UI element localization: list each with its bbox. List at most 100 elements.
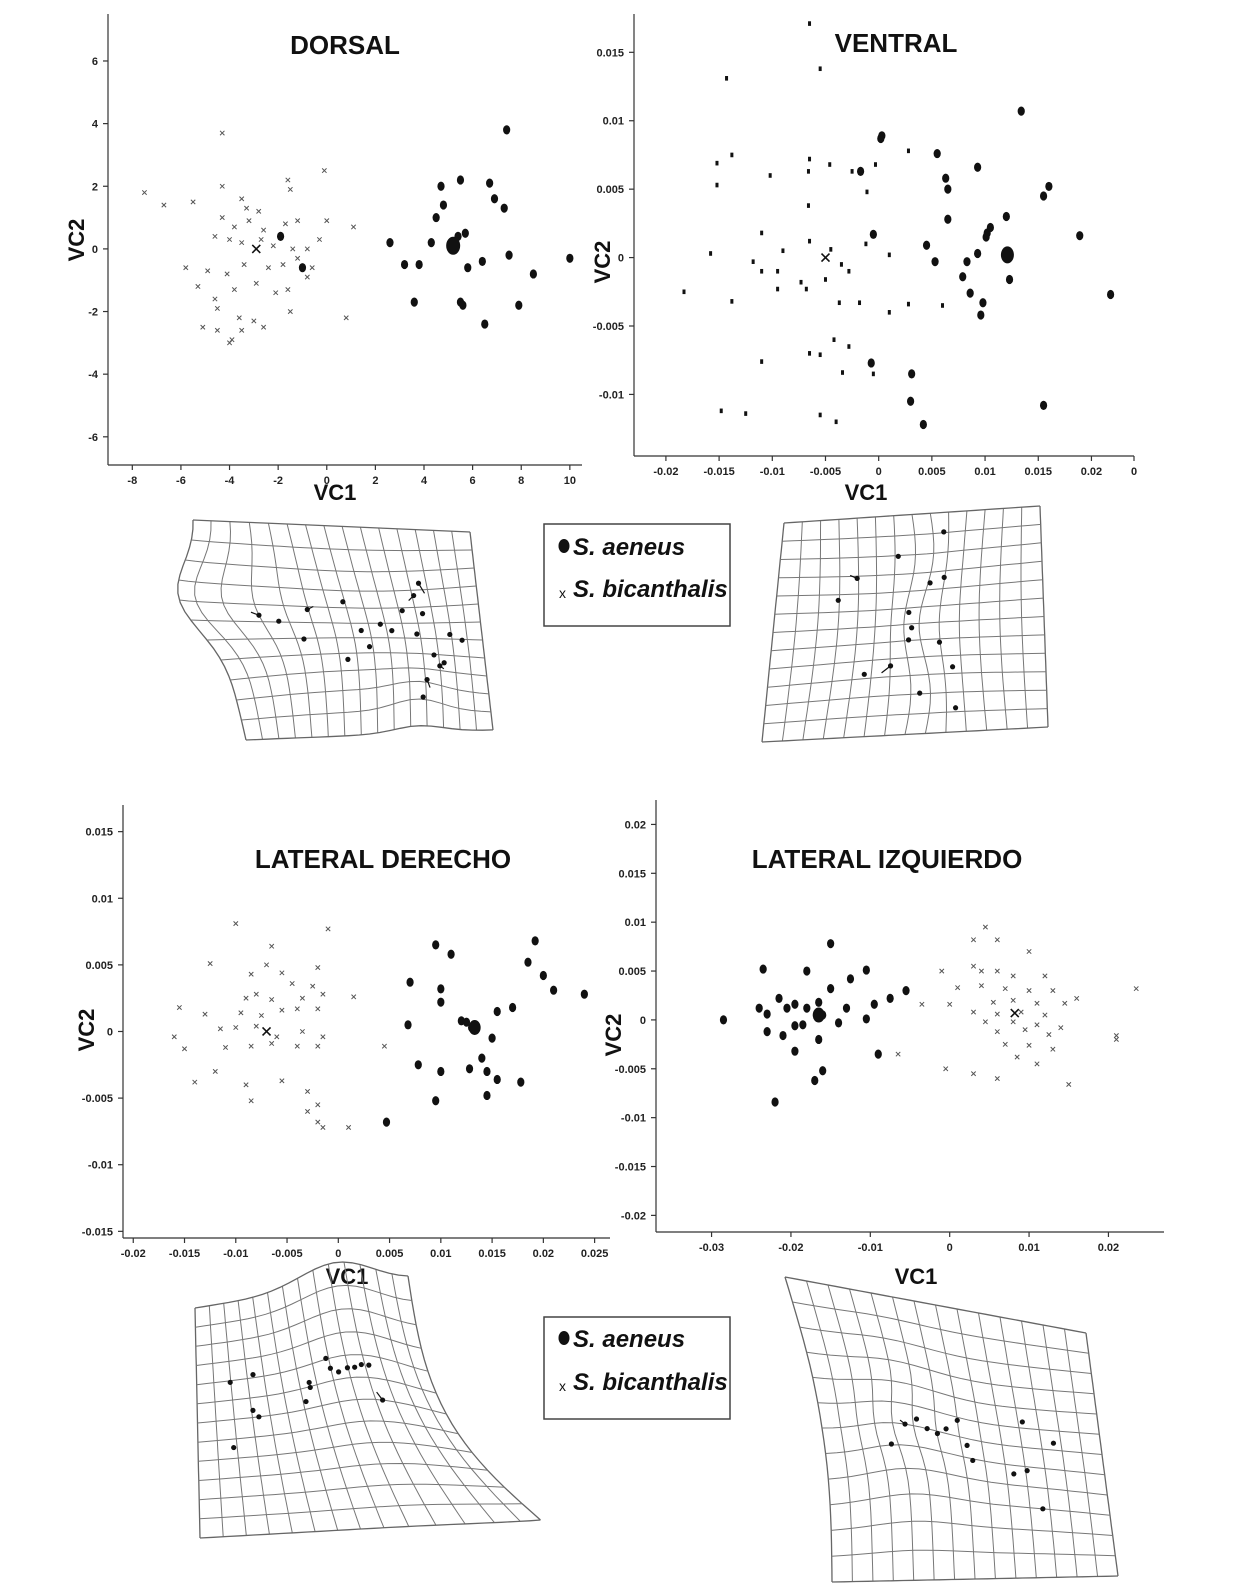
lateral-izquierdo-aeneus-point (862, 1014, 870, 1024)
dorsal-grid-vline (220, 521, 280, 739)
ventral-bicanthalis-point (808, 351, 812, 356)
ventral-grid-landmark (941, 574, 947, 580)
legend-top-aeneus-marker (558, 539, 570, 553)
lateral-izquierdo-aeneus-point (846, 974, 855, 984)
lateral-izquierdo-grid-landmark (954, 1417, 960, 1423)
ventral-aeneus-point (963, 257, 971, 267)
lateral-derecho-bicanthalis-point (320, 991, 326, 997)
lateral-derecho-bicanthalis-point (202, 1011, 208, 1017)
ventral-bicanthalis-point (834, 419, 838, 425)
lateral-derecho-grid-hline (199, 1483, 505, 1501)
lateral-izquierdo-aeneus-point (815, 997, 823, 1007)
ventral-title: VENTRAL (835, 28, 958, 58)
lateral-derecho-bicanthalis-centroid (261, 1026, 272, 1037)
legend-top: S. aeneus x S. bicanthalis (543, 523, 731, 627)
lateral-derecho-x-tick-label: -0.01 (223, 1248, 248, 1260)
ventral-bicanthalis-point (808, 156, 812, 162)
lateral-izquierdo-bicanthalis-point (1042, 973, 1048, 979)
lateral-derecho-bicanthalis-point (274, 1034, 280, 1040)
ventral-grid-landmark (861, 671, 867, 677)
lateral-derecho-aeneus-point (493, 1074, 501, 1085)
dorsal-bicanthalis-point (231, 224, 237, 230)
lateral-derecho-x-tick-label: 0.005 (376, 1248, 404, 1260)
ventral-aeneus-point (974, 162, 982, 172)
lateral-derecho-grid-hline (198, 1441, 473, 1462)
dorsal-grid-landmark (431, 652, 437, 658)
dorsal-grid-hline (241, 698, 491, 721)
lateral-izquierdo-bicanthalis-point (1014, 1054, 1020, 1060)
dorsal-bicanthalis-centroid (251, 244, 261, 254)
dorsal-grid-hline (230, 667, 487, 681)
ventral-aeneus-point (977, 310, 985, 320)
lateral-izquierdo-y-tick-label: 0.015 (618, 868, 646, 880)
lateral-derecho-aeneus-point (493, 1006, 501, 1017)
ventral-bicanthalis-point (829, 247, 833, 252)
lateral-derecho-grid-vline (327, 1263, 410, 1527)
lateral-derecho-aeneus-point (406, 977, 414, 987)
lateral-derecho-bicanthalis-point (381, 1043, 387, 1049)
ventral-y-tick-label: 0.015 (596, 47, 624, 59)
dorsal-grid-landmark (256, 612, 262, 618)
lateral-derecho-aeneus-point (462, 1017, 471, 1027)
dorsal-aeneus-point (515, 300, 523, 310)
dorsal-bicanthalis-point (285, 287, 291, 293)
ventral-aeneus-point (908, 369, 916, 379)
lateral-derecho-bicanthalis-point (289, 980, 295, 987)
lateral-izquierdo-bicanthalis-point (1046, 1032, 1052, 1038)
lateral-izquierdo-y-tick-label: 0.02 (625, 819, 646, 831)
dorsal-title: DORSAL (290, 30, 400, 60)
lateral-izquierdo-bicanthalis-point (990, 999, 996, 1005)
lateral-derecho-y-tick-label: 0.005 (85, 960, 113, 972)
dorsal-bicanthalis-point (253, 280, 259, 286)
ventral-grid-hline (761, 726, 1049, 743)
ventral-aeneus-point (1017, 106, 1025, 116)
ventral-bicanthalis-point (818, 412, 822, 418)
lateral-izquierdo-aeneus-point (775, 993, 783, 1004)
lateral-izquierdo-x-tick-label: 0.02 (1098, 1242, 1119, 1254)
ventral-aeneus-point (959, 272, 967, 282)
dorsal-grid-vline (177, 519, 247, 741)
legend-bottom-aeneus-marker (558, 1331, 570, 1345)
dorsal-xlabel: VC1 (314, 480, 357, 505)
lateral-derecho-aeneus-point (531, 936, 539, 946)
lateral-izquierdo-bicanthalis-point (994, 937, 1000, 943)
ventral-bicanthalis-point (760, 230, 764, 236)
dorsal-x-tick-label: 10 (564, 475, 576, 487)
lateral-izquierdo-bicanthalis-centroid (1010, 1008, 1020, 1018)
dorsal-aeneus-point (439, 200, 448, 210)
dorsal-aeneus-point (464, 263, 472, 273)
lateral-derecho-bicanthalis-point (320, 1124, 326, 1130)
lateral-izquierdo-bicanthalis-point (1026, 1042, 1032, 1048)
lateral-derecho-bicanthalis-point (253, 991, 259, 997)
dorsal-aeneus-point (386, 238, 394, 248)
lateral-izquierdo-grid-vline (956, 1308, 996, 1579)
ventral-bicanthalis-point (715, 160, 719, 166)
lateral-derecho-ylabel: VC2 (74, 1009, 99, 1052)
lateral-derecho-grid-hline (198, 1462, 488, 1481)
ventral-x-tick-label: 0 (1131, 466, 1137, 478)
dorsal-grid-hline (178, 579, 477, 592)
ventral-aeneus-point (942, 173, 950, 183)
ventral-y-tick-label: -0.01 (599, 389, 624, 401)
dorsal-grid-landmark (419, 611, 426, 617)
dorsal-grid-landmark (414, 631, 420, 637)
lateral-izquierdo-grid-hline (784, 1276, 1087, 1334)
ventral-y-tick-label: 0.005 (596, 184, 624, 196)
dorsal-grid-vline (378, 527, 412, 727)
dorsal-grid-landmark (420, 694, 426, 700)
lateral-izquierdo-grid-landmark (934, 1430, 941, 1437)
ventral-aeneus-point (1076, 231, 1084, 241)
dorsal-bicanthalis-point (224, 271, 230, 277)
lateral-izquierdo-grid-hline (821, 1422, 1103, 1455)
dorsal-bicanthalis-point (200, 324, 206, 330)
lateral-derecho-grid-hline (199, 1503, 523, 1520)
ventral-x-tick-label: 0.015 (1024, 466, 1052, 478)
lateral-izquierdo-x-tick-label: -0.02 (778, 1242, 803, 1254)
ventral-bicanthalis-point (941, 303, 945, 308)
lateral-derecho-y-tick-label: -0.015 (82, 1226, 113, 1238)
lateral-izquierdo-grid-hline (831, 1549, 1116, 1557)
dorsal-bicanthalis-point (324, 218, 330, 224)
ventral-grid-landmark (917, 690, 923, 696)
lateral-derecho-bicanthalis-point (181, 1046, 188, 1052)
